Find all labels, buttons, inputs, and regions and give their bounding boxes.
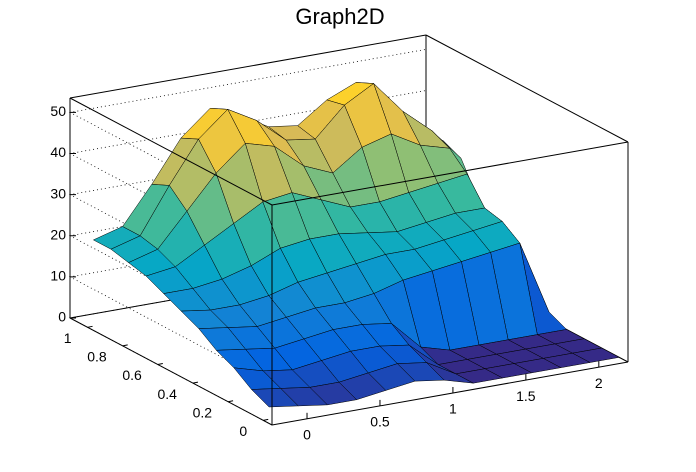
surface-cell bbox=[250, 388, 299, 408]
chart-title: Graph2D bbox=[295, 4, 384, 29]
y-tick bbox=[122, 344, 128, 347]
y-tick bbox=[263, 418, 269, 421]
y-tick bbox=[87, 325, 93, 328]
z-tick-label: 0 bbox=[58, 309, 66, 325]
x-tick-label: 1 bbox=[449, 401, 457, 417]
frame-edge bbox=[69, 97, 273, 206]
x-tick-label: 0 bbox=[303, 427, 311, 443]
z-tick-label: 30 bbox=[50, 185, 66, 201]
x-tick-label: 2 bbox=[595, 375, 603, 391]
x-tick-label: 1.5 bbox=[516, 388, 536, 404]
y-tick-label: 0.6 bbox=[122, 367, 142, 383]
y-tick bbox=[227, 400, 234, 403]
y-tick-label: 0.8 bbox=[87, 349, 107, 365]
z-tick-label: 50 bbox=[50, 103, 66, 119]
y-tick-label: 0 bbox=[239, 423, 247, 439]
y-tick bbox=[192, 381, 199, 384]
frame-edge bbox=[69, 317, 273, 426]
frame-edge bbox=[271, 361, 629, 426]
x-tick-label: 0.5 bbox=[370, 414, 390, 430]
frame-edge bbox=[69, 34, 427, 99]
y-tick bbox=[157, 363, 163, 366]
frame-edge bbox=[425, 34, 629, 143]
y-tick-label: 0.4 bbox=[157, 386, 177, 402]
y-tick-label: 0.2 bbox=[193, 404, 213, 420]
z-tick-label: 10 bbox=[50, 268, 66, 284]
z-tick-label: 20 bbox=[50, 226, 66, 242]
y-tick-label: 1 bbox=[64, 330, 72, 346]
z-tick-label: 40 bbox=[50, 144, 66, 160]
frame-edge bbox=[271, 141, 629, 206]
